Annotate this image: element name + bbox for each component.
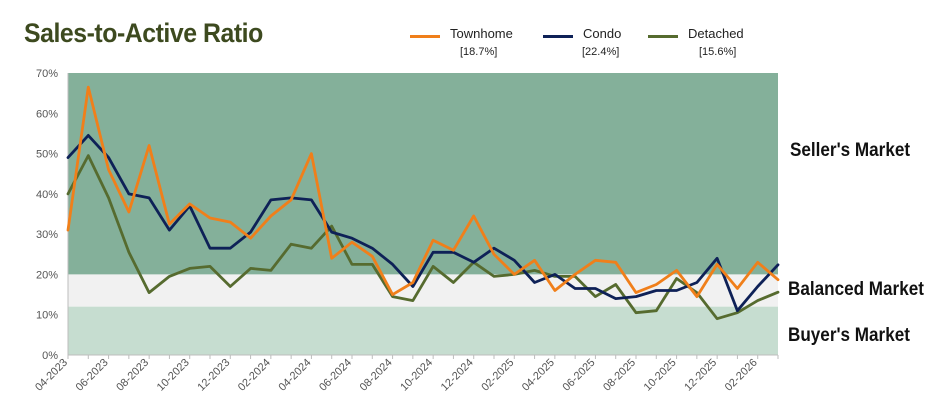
series-line-condo	[66, 133, 780, 313]
legend-label-detached: Detached	[688, 26, 744, 41]
legend-value-townhome: [18.7%]	[460, 46, 498, 58]
y-tick-label: 20%	[36, 269, 58, 281]
x-tick-label: 12-2023	[195, 357, 232, 394]
zone-label-buyers-market: Buyer's Market	[788, 325, 910, 346]
series-line-detached	[66, 154, 780, 321]
x-tick-label: 10-2025	[642, 357, 679, 394]
legend-swatch-detached	[648, 35, 678, 38]
x-tick-label: 08-2025	[601, 357, 638, 394]
legend-value-detached: [15.6%]	[699, 46, 737, 58]
x-tick-label: 02-2025	[479, 357, 516, 394]
zone-label-sellers-market: Seller's Market	[790, 140, 911, 161]
x-tick-label: 12-2024	[439, 357, 476, 394]
zone-label-balanced-market: Balanced Market	[788, 279, 924, 300]
x-tick-label: 02-2026	[723, 357, 760, 394]
series-line-townhome	[66, 85, 780, 299]
y-tick-label: 30%	[36, 229, 58, 241]
x-tick-label: 02-2024	[236, 357, 273, 394]
legend-label-condo: Condo	[583, 26, 622, 41]
x-tick-label: 12-2025	[682, 357, 719, 394]
legend-label-townhome: Townhome	[450, 26, 513, 41]
y-tick-label: 10%	[36, 310, 58, 322]
legend-swatch-condo	[543, 35, 573, 38]
x-tick-label: 10-2023	[155, 357, 192, 394]
x-tick-label: 10-2024	[398, 357, 435, 394]
x-tick-label: 08-2024	[358, 357, 395, 394]
x-tick-label: 06-2023	[74, 357, 111, 394]
y-tick-label: 0%	[42, 350, 58, 362]
y-tick-label: 50%	[36, 149, 58, 161]
y-tick-label: 60%	[36, 108, 58, 120]
x-tick-label: 04-2025	[520, 357, 557, 394]
zone-band-0	[68, 73, 778, 275]
legend-value-condo: [22.4%]	[582, 46, 620, 58]
chart-title: Sales-to-Active Ratio	[24, 18, 263, 48]
x-tick-label: 08-2023	[114, 357, 151, 394]
x-tick-label: 04-2024	[277, 357, 314, 394]
legend-swatch-townhome	[410, 35, 440, 38]
y-tick-label: 40%	[36, 189, 58, 201]
x-tick-label: 04-2023	[33, 357, 70, 394]
x-tick-label: 06-2024	[317, 357, 354, 394]
x-tick-label: 06-2025	[561, 357, 598, 394]
zone-band-2	[68, 306, 778, 355]
y-tick-label: 70%	[36, 68, 58, 80]
